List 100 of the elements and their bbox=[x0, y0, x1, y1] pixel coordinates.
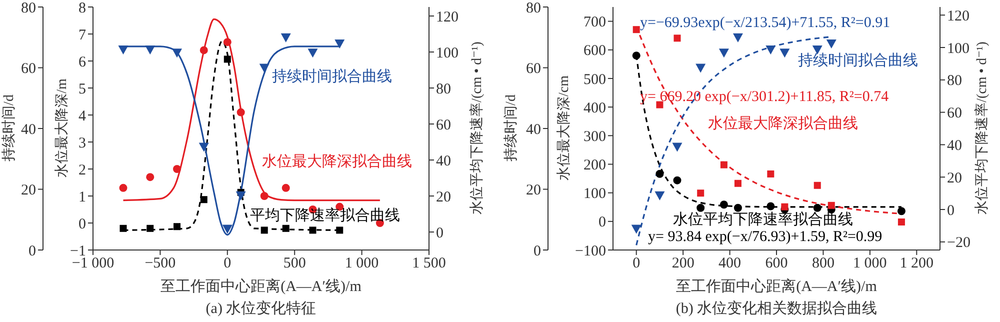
x-tick-label: 0 bbox=[632, 256, 640, 272]
y-tick-label: 3 bbox=[78, 135, 86, 152]
point bbox=[118, 46, 128, 55]
x-tick-label: −1 000 bbox=[72, 256, 114, 272]
point bbox=[656, 170, 664, 178]
y-tick-label: 600 bbox=[584, 43, 606, 60]
point bbox=[236, 108, 245, 116]
y3-axis-title: 持续时间/d bbox=[2, 94, 18, 162]
point bbox=[697, 190, 704, 197]
y-tick-label: 8 bbox=[78, 0, 86, 16]
point bbox=[236, 191, 246, 200]
y2-tick-label: −20 bbox=[947, 235, 970, 252]
point bbox=[280, 33, 291, 42]
point bbox=[734, 180, 742, 187]
y-tick-label: 0 bbox=[78, 216, 86, 232]
y2-tick-label: 40 bbox=[436, 153, 451, 170]
y2-tick-label: 60 bbox=[436, 117, 451, 134]
y-tick-label: 5 bbox=[78, 81, 86, 98]
annotation: 持续时间拟合曲线 bbox=[272, 68, 392, 86]
text: (a) 水位变化特征 bbox=[206, 301, 316, 317]
point bbox=[897, 207, 906, 216]
y-tick-label: 1 bbox=[78, 189, 86, 206]
point bbox=[780, 48, 790, 58]
x-tick-label: 1 000 bbox=[344, 256, 379, 272]
point bbox=[720, 200, 728, 209]
y3-tick-label: 40 bbox=[526, 122, 541, 138]
annotation: 水位最大降深拟合曲线 bbox=[262, 153, 412, 171]
x-tick-label: 0 bbox=[224, 256, 232, 272]
x-tick-label: 600 bbox=[765, 256, 788, 272]
point bbox=[813, 204, 822, 212]
y2-tick-label: 20 bbox=[436, 189, 451, 206]
point bbox=[119, 184, 128, 192]
annotation: y=−69.93exp(−x/213.54)+71.55, R²=0.91 bbox=[640, 14, 890, 32]
point bbox=[720, 161, 728, 168]
y2-tick-label: 120 bbox=[947, 8, 970, 24]
point bbox=[696, 204, 705, 212]
x-tick-label: 500 bbox=[283, 256, 306, 272]
point bbox=[200, 196, 208, 204]
point bbox=[814, 182, 821, 189]
y-tick-label: 100 bbox=[584, 186, 606, 202]
point bbox=[734, 204, 742, 212]
point bbox=[898, 218, 905, 226]
annotation: 水位平均下降速率拟合曲线 bbox=[673, 211, 853, 229]
point bbox=[674, 34, 681, 42]
y3-tick-label: 0 bbox=[534, 243, 541, 260]
annotation: 水位最大降深拟合曲线 bbox=[708, 115, 858, 133]
point bbox=[259, 64, 270, 73]
annotation: y= 669.20 exp(−x/301.2)+11.85, R²=0.74 bbox=[640, 88, 889, 106]
point bbox=[654, 191, 665, 200]
y2-tick-label: 120 bbox=[436, 9, 458, 26]
y-tick-label: 7 bbox=[78, 27, 86, 44]
point bbox=[336, 226, 344, 234]
y3-tick-label: 20 bbox=[21, 182, 36, 199]
point bbox=[146, 224, 154, 232]
point bbox=[282, 224, 290, 232]
x-tick-label: 1 000 bbox=[853, 256, 887, 272]
y-tick-label: 4 bbox=[78, 108, 86, 124]
y2-tick-label: 0 bbox=[947, 202, 954, 219]
point bbox=[656, 101, 664, 108]
point bbox=[145, 46, 156, 55]
y3-axis-title: 持续时间/d bbox=[504, 94, 520, 162]
y3-tick-label: 80 bbox=[526, 0, 541, 16]
point bbox=[766, 46, 776, 55]
y2-axis-title: 水位平均下降速率/(cm • d⁻¹) bbox=[975, 42, 991, 214]
point bbox=[224, 56, 231, 63]
x-tick-label: 800 bbox=[812, 256, 834, 272]
y-tick-label: 0 bbox=[598, 214, 606, 231]
point bbox=[146, 173, 154, 182]
point bbox=[631, 224, 642, 234]
point bbox=[767, 170, 774, 178]
point bbox=[718, 48, 729, 58]
y-tick-label: 2 bbox=[78, 162, 86, 178]
x-tick-label: −500 bbox=[144, 256, 176, 272]
point bbox=[120, 224, 127, 232]
y3-tick-label: 20 bbox=[526, 182, 541, 199]
y2-tick-label: 60 bbox=[947, 106, 962, 122]
annotation: 持续时间拟合曲线 bbox=[798, 52, 918, 70]
point bbox=[173, 165, 181, 173]
y2-tick-label: 20 bbox=[947, 170, 962, 186]
y3-tick-label: 0 bbox=[28, 243, 36, 260]
point bbox=[172, 48, 182, 58]
y3-tick-label: 60 bbox=[526, 61, 541, 78]
point bbox=[174, 223, 180, 230]
annotation: y= 93.84 exp(−x/76.93)+1.59, R²=0.99 bbox=[648, 228, 882, 246]
annotation: 平均下降速率拟合曲线 bbox=[250, 207, 400, 225]
point bbox=[260, 226, 268, 234]
point bbox=[632, 52, 640, 60]
point bbox=[200, 46, 208, 54]
point bbox=[672, 142, 682, 152]
x-tick-label: 200 bbox=[672, 256, 694, 272]
y-tick-label: −100 bbox=[575, 243, 606, 260]
point bbox=[673, 176, 682, 184]
y2-axis-title: 水位平均下降速率/(cm • d⁻¹) bbox=[470, 42, 486, 214]
point bbox=[766, 202, 775, 210]
point bbox=[308, 48, 318, 58]
y-axis-title: 水位最大降深/m bbox=[55, 78, 71, 178]
point bbox=[732, 33, 743, 42]
point bbox=[282, 184, 290, 192]
point bbox=[632, 26, 640, 34]
x-axis-title: 至工作面中心距离(A—A′线)/m bbox=[676, 279, 877, 295]
